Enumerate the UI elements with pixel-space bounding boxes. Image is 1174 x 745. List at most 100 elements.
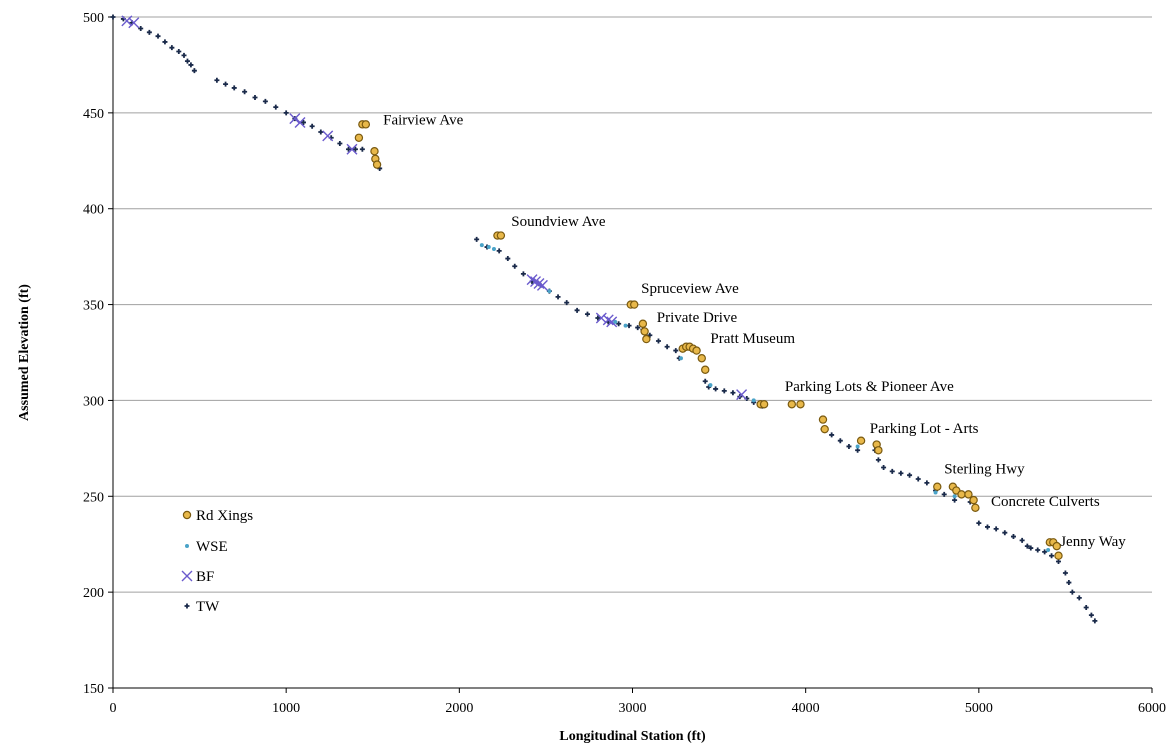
point-tw bbox=[1092, 618, 1098, 624]
point-tw bbox=[520, 271, 526, 277]
point-rd-xings bbox=[969, 495, 978, 505]
annotations: Fairview Ave Soundview Ave Spruceview Ave P… bbox=[383, 112, 1126, 550]
legend-marker-rd-xings bbox=[182, 510, 192, 520]
point-wse bbox=[708, 383, 713, 388]
point-tw bbox=[300, 119, 306, 125]
point-tw bbox=[829, 432, 835, 438]
point-tw bbox=[713, 386, 719, 392]
point-wse bbox=[547, 289, 552, 294]
point-wse bbox=[486, 245, 491, 250]
x-tick-label: 4000 bbox=[792, 701, 820, 716]
point-tw bbox=[181, 52, 187, 58]
point-tw bbox=[875, 457, 881, 463]
point-tw bbox=[952, 497, 958, 503]
point-tw bbox=[846, 443, 852, 449]
point-tw bbox=[346, 146, 352, 152]
point-rd-xings bbox=[370, 146, 379, 156]
point-wse bbox=[491, 246, 496, 251]
point-tw bbox=[191, 68, 197, 74]
point-bf bbox=[533, 277, 545, 289]
y-tick-label: 200 bbox=[83, 586, 104, 601]
annotation-label: Private Drive bbox=[657, 310, 738, 326]
point-tw bbox=[337, 141, 343, 147]
point-tw bbox=[1042, 549, 1048, 555]
data-markers bbox=[110, 14, 1098, 624]
y-tick-label: 150 bbox=[83, 682, 104, 697]
y-tick-label: 500 bbox=[83, 11, 104, 26]
point-rd-xings bbox=[361, 120, 371, 129]
point-tw bbox=[564, 300, 570, 306]
point-bf bbox=[294, 116, 306, 128]
point-tw bbox=[907, 472, 913, 478]
annotation-label: Soundview Ave bbox=[511, 214, 606, 230]
point-tw bbox=[924, 480, 930, 486]
point-tw bbox=[1069, 589, 1075, 595]
point-tw bbox=[976, 520, 982, 526]
point-bf bbox=[536, 279, 548, 291]
y-tick-label: 400 bbox=[83, 203, 104, 218]
point-tw bbox=[309, 123, 315, 129]
legend-label-wse: WSE bbox=[196, 539, 228, 555]
point-tw bbox=[1062, 570, 1068, 576]
point-tw bbox=[837, 438, 843, 444]
point-bf bbox=[346, 143, 358, 155]
point-tw bbox=[941, 491, 947, 497]
point-tw bbox=[1035, 547, 1041, 553]
annotation-label: Parking Lot - Arts bbox=[870, 421, 979, 437]
point-tw bbox=[155, 33, 161, 39]
point-wse bbox=[751, 398, 756, 403]
point-rd-xings bbox=[856, 436, 866, 445]
legend-label-rd-xings: Rd Xings bbox=[196, 508, 253, 524]
x-tick-label: 3000 bbox=[619, 701, 647, 716]
point-tw bbox=[1049, 553, 1055, 559]
point-tw bbox=[214, 77, 220, 83]
axes bbox=[112, 17, 1152, 689]
point-rd-xings bbox=[701, 365, 710, 374]
y-tick-label: 450 bbox=[83, 107, 104, 122]
point-tw bbox=[283, 110, 289, 116]
point-tw bbox=[1083, 604, 1089, 610]
point-wse bbox=[613, 319, 618, 324]
point-bf bbox=[289, 113, 301, 125]
annotation-label: Sterling Hwy bbox=[944, 461, 1025, 477]
point-tw bbox=[318, 129, 324, 135]
point-tw bbox=[505, 256, 511, 262]
annotation-label: Fairview Ave bbox=[383, 112, 463, 128]
point-rd-xings bbox=[818, 415, 828, 424]
point-tw bbox=[993, 526, 999, 532]
x-axis-title: Longitudinal Station (ft) bbox=[559, 729, 706, 744]
point-tw bbox=[889, 468, 895, 474]
point-rd-xings bbox=[354, 133, 364, 142]
x-tick-label: 0 bbox=[110, 701, 117, 716]
point-tw bbox=[673, 348, 679, 354]
point-tw bbox=[655, 338, 661, 344]
annotation-label: Parking Lots & Pioneer Ave bbox=[785, 379, 954, 395]
point-rd-xings bbox=[496, 231, 506, 240]
point-tw bbox=[169, 45, 175, 51]
point-tw bbox=[146, 29, 152, 35]
annotation-label: Pratt Museum bbox=[710, 331, 795, 347]
point-tw bbox=[1066, 580, 1072, 586]
point-bf bbox=[736, 389, 748, 401]
point-tw bbox=[730, 390, 736, 396]
point-rd-xings bbox=[642, 334, 651, 344]
point-bf bbox=[322, 130, 334, 142]
grid-lines bbox=[113, 16, 1152, 689]
point-tw bbox=[512, 263, 518, 269]
x-tick-label: 6000 bbox=[1138, 701, 1166, 716]
legend-label-bf: BF bbox=[196, 569, 214, 585]
point-tw bbox=[915, 476, 921, 482]
point-wse bbox=[1046, 547, 1051, 552]
legend-marker-wse bbox=[185, 544, 189, 548]
point-tw bbox=[555, 294, 561, 300]
y-tick-label: 300 bbox=[83, 394, 104, 409]
point-tw bbox=[702, 378, 708, 384]
legend-marker-bf bbox=[181, 570, 193, 582]
point-tw bbox=[231, 85, 237, 91]
point-rd-xings bbox=[820, 424, 829, 434]
annotation-label: Spruceview Ave bbox=[641, 281, 739, 297]
point-bf bbox=[526, 274, 538, 286]
point-tw bbox=[984, 524, 990, 530]
point-tw bbox=[881, 465, 887, 471]
